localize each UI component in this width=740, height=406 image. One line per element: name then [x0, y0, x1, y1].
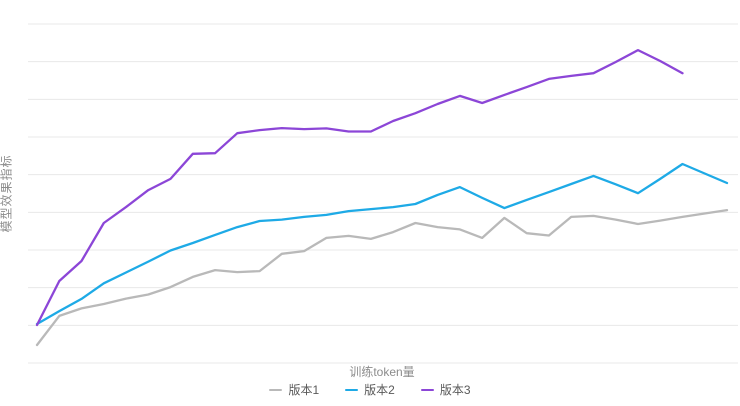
- legend-marker-icon: [345, 388, 359, 392]
- x-axis-title: 训练token量: [349, 365, 415, 379]
- legend: 版本1 版本2 版本3: [0, 383, 740, 397]
- gridlines: [28, 23, 738, 364]
- legend-item-1[interactable]: 版本1: [269, 383, 319, 397]
- series-line-1: [35, 208, 729, 347]
- legend-marker-icon: [420, 388, 434, 392]
- series-line-2: [35, 162, 729, 326]
- legend-label: 版本1: [288, 383, 320, 397]
- legend-marker-icon: [269, 388, 283, 392]
- legend-label: 版本2: [364, 383, 395, 397]
- y-axis-title: 模型效果指标: [0, 154, 14, 233]
- legend-label: 版本3: [439, 383, 471, 397]
- legend-item-2[interactable]: 版本2: [345, 383, 395, 397]
- legend-item-3[interactable]: 版本3: [420, 383, 471, 397]
- series-line-3: [35, 48, 684, 327]
